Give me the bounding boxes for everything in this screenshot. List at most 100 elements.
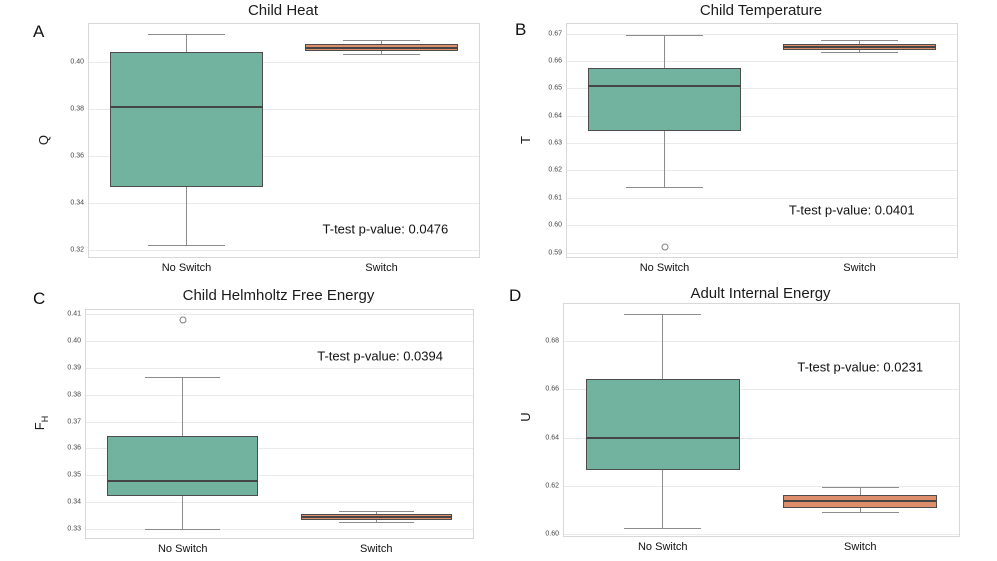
y-axis-label: T xyxy=(518,136,536,144)
median-line xyxy=(783,499,938,502)
median-line xyxy=(588,85,741,88)
gridline xyxy=(567,143,957,145)
x-category-label: Switch xyxy=(360,543,393,555)
y-tick-label: 0.37 xyxy=(67,418,81,426)
gridline xyxy=(89,249,479,251)
median-line xyxy=(305,46,458,49)
y-axis-label-text: T xyxy=(518,136,534,144)
y-axis-label-subscript: H xyxy=(39,415,50,423)
whisker-cap-top xyxy=(821,486,899,488)
y-axis-label: Q xyxy=(36,135,54,145)
x-category-label: Switch xyxy=(365,262,398,274)
plot-area: 0.60 0.62 0.64 0.66 0.68 No Switch Switch T-tes… xyxy=(545,303,960,553)
gridline xyxy=(89,203,479,205)
pvalue-annotation: T-test p-value: 0.0401 xyxy=(788,202,915,218)
y-tick-label: 0.35 xyxy=(67,471,81,479)
x-category-label: Switch xyxy=(843,262,876,274)
gridline xyxy=(567,33,957,35)
y-tick-label: 0.36 xyxy=(67,444,81,452)
y-tick-label: 0.67 xyxy=(548,30,562,38)
panel-letter-label: A xyxy=(33,22,45,41)
x-category-label: Switch xyxy=(844,541,877,553)
y-tick-label: 0.32 xyxy=(70,246,84,254)
median-line xyxy=(110,105,263,108)
whisker-cap-top xyxy=(145,377,221,379)
y-axis-label-text: U xyxy=(518,412,534,422)
panel-letter-label: C xyxy=(33,289,46,308)
panel-title: Child Temperature xyxy=(699,2,823,19)
y-tick-label: 0.39 xyxy=(67,364,81,372)
panel-title: Child Helmholtz Free Energy xyxy=(182,287,375,304)
y-tick-label: 0.40 xyxy=(67,337,81,345)
boxplot-box-no-switch xyxy=(588,67,741,132)
whisker-cap-bottom xyxy=(148,245,225,247)
whisker-cap-top xyxy=(626,34,703,36)
outlier-point xyxy=(179,316,187,324)
gridline xyxy=(89,62,479,64)
y-tick-label: 0.65 xyxy=(548,84,562,92)
gridline xyxy=(567,252,957,254)
x-category-label: No Switch xyxy=(637,541,688,553)
y-tick-label: 0.62 xyxy=(545,482,559,490)
gridline xyxy=(86,367,473,369)
pvalue-annotation: T-test p-value: 0.0476 xyxy=(322,221,449,237)
x-category-label: No Switch xyxy=(157,543,208,555)
outlier-point xyxy=(661,243,668,251)
y-axis-label: U xyxy=(518,412,536,421)
gridline xyxy=(86,421,473,423)
gridline xyxy=(567,197,957,199)
y-tick-label: 0.60 xyxy=(545,530,559,538)
whisker-cap-bottom xyxy=(338,522,414,524)
gridline xyxy=(567,225,957,227)
whisker-cap-top xyxy=(624,314,702,316)
panel-letter-label: D xyxy=(509,286,522,305)
gridline xyxy=(564,389,959,391)
y-tick-label: 0.62 xyxy=(548,166,562,174)
gridline xyxy=(567,88,957,90)
gridline xyxy=(86,502,473,504)
y-tick-label: 0.68 xyxy=(545,337,559,345)
y-tick-label: 0.60 xyxy=(548,221,562,229)
median-line xyxy=(783,46,936,49)
gridline xyxy=(86,394,473,396)
y-axis-label-text: F xyxy=(32,422,48,431)
y-axis-label: FH xyxy=(32,416,50,430)
y-tick-label: 0.36 xyxy=(70,152,84,160)
whisker-cap-bottom xyxy=(821,512,899,514)
y-axis-label-text: Q xyxy=(36,134,52,146)
panel-title: Adult Internal Energy xyxy=(690,285,831,302)
whisker-cap-bottom xyxy=(626,186,703,188)
gridline xyxy=(567,60,957,62)
y-tick-label: 0.38 xyxy=(67,391,81,399)
y-tick-label: 0.41 xyxy=(67,310,81,318)
whisker-cap-top xyxy=(148,34,225,36)
y-tick-label: 0.61 xyxy=(548,194,562,202)
gridline xyxy=(564,485,959,487)
median-line xyxy=(107,480,259,482)
panel-title: Child Heat xyxy=(247,2,319,19)
gridline xyxy=(86,340,473,342)
gridline xyxy=(564,437,959,439)
whisker-cap-bottom xyxy=(624,528,702,530)
pvalue-annotation: T-test p-value: 0.0394 xyxy=(317,348,443,364)
whisker-cap-bottom xyxy=(343,53,420,55)
y-tick-label: 0.38 xyxy=(70,105,84,113)
median-line xyxy=(585,436,740,439)
gridline xyxy=(564,340,959,342)
plot-area: 0.33 0.34 0.35 0.36 0.37 0.38 0.39 0.40 0.41 No S… xyxy=(67,309,474,555)
whisker-cap-top xyxy=(343,40,420,42)
y-tick-label: 0.34 xyxy=(67,498,81,506)
whisker-cap-top xyxy=(338,510,414,512)
gridline xyxy=(86,475,473,477)
pvalue-annotation: T-test p-value: 0.0231 xyxy=(797,359,924,375)
y-tick-label: 0.59 xyxy=(548,249,562,257)
y-tick-label: 0.33 xyxy=(67,525,81,533)
y-tick-label: 0.64 xyxy=(545,434,559,441)
x-category-label: No Switch xyxy=(639,262,690,274)
median-line xyxy=(300,515,452,518)
boxplot-box-no-switch xyxy=(585,378,740,471)
y-tick-label: 0.66 xyxy=(548,57,562,65)
x-category-label: No Switch xyxy=(161,262,212,274)
gridline xyxy=(564,534,959,536)
